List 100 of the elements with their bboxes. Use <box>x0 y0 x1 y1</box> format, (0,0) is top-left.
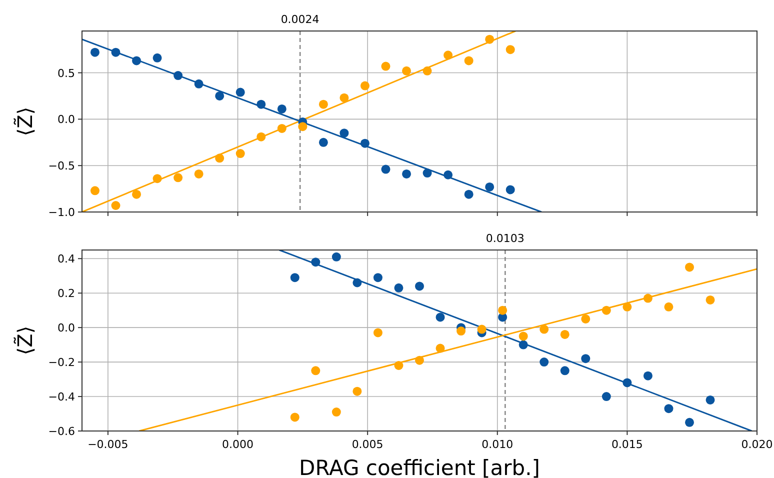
point <box>318 138 328 147</box>
point <box>422 66 432 76</box>
point <box>194 169 204 178</box>
point <box>236 88 245 97</box>
point <box>311 366 320 376</box>
point <box>485 182 494 192</box>
point <box>373 328 382 338</box>
y-tick-label: 0.0 <box>58 113 75 126</box>
point <box>664 404 674 414</box>
point <box>318 100 328 109</box>
point <box>352 278 362 288</box>
point <box>436 312 445 322</box>
x-tick-label: 0.020 <box>741 438 773 451</box>
point <box>444 50 453 60</box>
y-tick-label: −0.4 <box>48 390 75 404</box>
x-tick-label: 0.010 <box>482 438 514 451</box>
point <box>643 371 652 380</box>
y-tick-label: −1.0 <box>48 206 75 219</box>
point <box>685 262 694 272</box>
point <box>540 358 549 367</box>
point <box>436 344 445 353</box>
point <box>352 386 362 396</box>
point <box>152 53 162 62</box>
y-axis-title: ⟨Z̃⟩ <box>13 326 37 356</box>
point <box>602 392 611 402</box>
y-tick-label: 0.2 <box>58 287 75 300</box>
x-axis-title: DRAG coefficient [arb.] <box>299 456 540 478</box>
point <box>174 173 183 182</box>
point <box>456 326 466 336</box>
ref-line-label: 0.0024 <box>280 13 320 26</box>
point <box>422 168 432 178</box>
point <box>560 366 570 376</box>
x-tick-label: 0.015 <box>611 438 643 451</box>
y-tick-label: 0.0 <box>58 322 75 335</box>
point <box>402 66 412 76</box>
point <box>622 378 632 388</box>
point <box>90 48 100 57</box>
point <box>132 190 142 199</box>
point <box>560 330 570 339</box>
point <box>277 104 286 114</box>
point <box>706 395 715 404</box>
x-tick-label: −0.005 <box>88 438 128 451</box>
point <box>643 294 652 303</box>
y-tick-label: 0.5 <box>58 66 75 80</box>
point <box>90 186 100 196</box>
point <box>340 93 349 102</box>
point <box>706 295 715 304</box>
y-tick-label: −0.5 <box>48 160 75 173</box>
point <box>111 48 120 57</box>
point <box>298 122 308 132</box>
x-tick-label: 0.000 <box>222 438 254 451</box>
y-tick-label: 0.4 <box>58 252 75 266</box>
y-tick-label: −0.2 <box>48 356 75 370</box>
point <box>477 324 486 334</box>
point <box>332 408 341 417</box>
x-tick-label: 0.005 <box>352 438 384 451</box>
point <box>498 306 508 315</box>
point <box>402 169 412 178</box>
point <box>290 273 300 282</box>
point <box>602 306 611 315</box>
point <box>506 185 515 194</box>
point <box>360 138 370 148</box>
point <box>664 302 674 312</box>
point <box>518 332 528 341</box>
point <box>236 149 245 158</box>
point <box>340 128 349 138</box>
ref-line-label: 0.0103 <box>486 232 524 245</box>
point <box>152 174 162 184</box>
point <box>506 45 515 54</box>
point <box>581 314 590 324</box>
point <box>394 283 404 292</box>
point <box>132 56 142 66</box>
point <box>464 190 474 199</box>
point <box>277 124 286 133</box>
point <box>581 354 590 364</box>
point <box>622 302 632 312</box>
point <box>111 201 120 210</box>
point <box>256 132 266 142</box>
point <box>444 170 453 180</box>
point <box>415 282 424 291</box>
point <box>685 418 694 427</box>
point <box>381 62 390 71</box>
point <box>464 56 474 66</box>
point <box>332 252 341 262</box>
point <box>256 100 266 109</box>
y-tick-label: −0.6 <box>48 425 75 438</box>
point <box>518 340 528 350</box>
point <box>215 154 224 163</box>
point <box>373 273 382 282</box>
point <box>174 71 183 80</box>
point <box>485 34 494 44</box>
point <box>381 164 390 174</box>
point <box>290 412 300 422</box>
point <box>360 81 370 90</box>
y-axis-title: ⟨Z̃⟩ <box>13 106 37 136</box>
point <box>540 324 549 334</box>
point <box>194 79 204 88</box>
point <box>311 258 320 267</box>
point <box>415 356 424 365</box>
point <box>215 91 224 100</box>
